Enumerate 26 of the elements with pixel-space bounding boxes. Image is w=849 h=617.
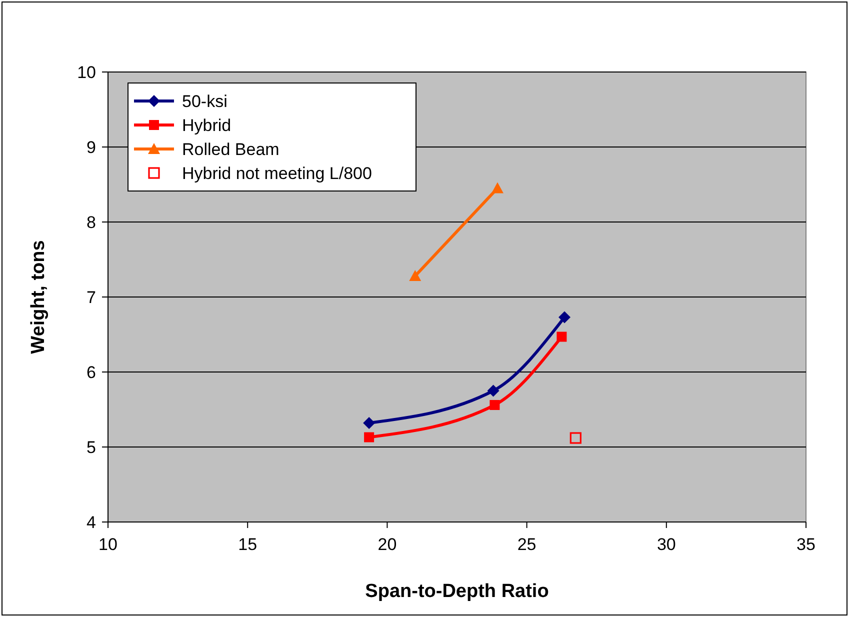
y-tick-label: 10 [77,62,96,82]
point [487,384,500,397]
x-tick-label: 20 [378,535,397,554]
point [363,417,376,429]
x-tick-label: 10 [98,535,118,554]
legend-label: Hybrid not meeting L/800 [182,164,372,183]
point [490,400,500,410]
y-tick-label: 4 [86,512,96,532]
point [364,432,374,442]
y-tick-label: 9 [86,138,96,157]
point [556,332,567,342]
y-tick-label: 6 [86,362,96,382]
x-axis-title: Span-to-Depth Ratio [365,581,549,602]
legend-label: Hybrid [182,116,232,135]
x-tick-label: 15 [238,535,258,554]
x-tick-label: 30 [656,535,676,554]
x-tick-label: 35 [796,535,816,554]
x-tick-label: 25 [517,535,536,554]
point [558,311,570,324]
legend-label: Rolled Beam [182,140,280,159]
y-tick-label: 7 [86,288,96,307]
point [570,432,582,444]
y-axis-title: Weight, tons [28,240,49,354]
y-tick-label: 8 [86,212,96,232]
y-tick-label: 5 [86,438,96,457]
legend-label: 50-ksi [182,92,228,111]
